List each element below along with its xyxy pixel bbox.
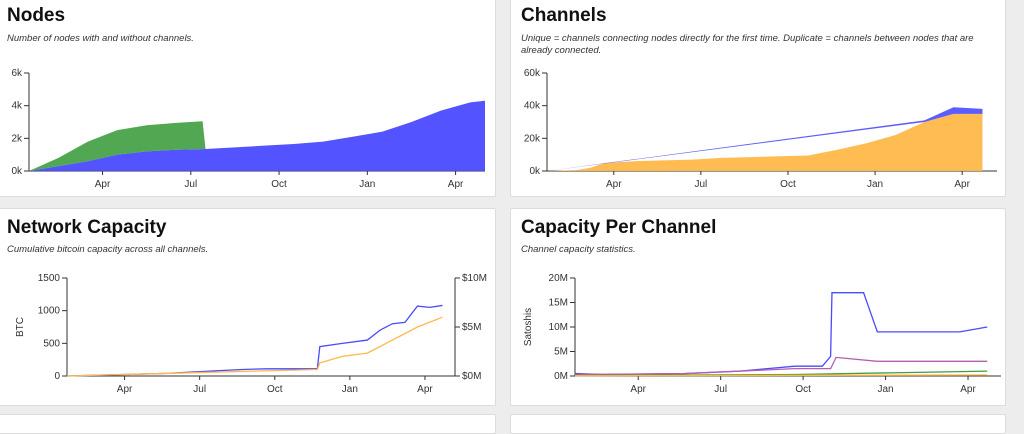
nodes-y-tick-label: 4k [11, 101, 23, 112]
channels-subtitle: Unique = channels connecting nodes direc… [521, 33, 974, 56]
nodes-area-green [29, 100, 485, 171]
bottom-left-panel [0, 414, 496, 434]
capacity-y-tick-label-right: $5M [462, 322, 481, 333]
channels-y-tick-label: 40k [524, 101, 541, 112]
per-channel-title: Capacity Per Channel [521, 217, 717, 238]
per_channel-y-tick-label: 20M [549, 273, 568, 284]
per-channel-panel: Capacity Per Channel Channel capacity st… [510, 208, 1006, 406]
nodes-chart: Apr Jul Oct Jan Apr 6k 4k 2k 0k [11, 68, 485, 190]
capacity-x-tick-label: Apr [117, 384, 133, 395]
per_channel-line-orange [574, 374, 988, 377]
nodes-y-tick-label: 2k [11, 133, 23, 144]
nodes-x-tick-label: Jul [184, 179, 197, 190]
channels-x-tick-label: Jul [694, 179, 707, 190]
capacity-panel: Network Capacity Cumulative bitcoin capa… [0, 208, 496, 406]
capacity-y-label: BTC [15, 317, 26, 337]
per_channel-line-purple [574, 356, 988, 376]
channels-x-tick-label: Apr [606, 179, 622, 190]
capacity-title: Network Capacity [7, 217, 167, 238]
per_channel-x-tick-label: Apr [630, 384, 646, 395]
per_channel-y-label: Satoshis [523, 308, 534, 346]
per_channel-y-tick-label: 15M [549, 298, 568, 309]
channels-chart: Apr Jul Oct Jan Apr 60k 40k 20k 0k [524, 68, 997, 190]
per_channel-x-tick-label: Jul [714, 384, 727, 395]
capacity-x-tick-label: Apr [417, 384, 433, 395]
per_channel-x-tick-label: Oct [795, 384, 811, 395]
channels-panel: Channels Unique = channels connecting no… [510, 0, 1006, 197]
nodes-y-tick-label: 6k [11, 68, 23, 79]
capacity-y-tick-label-right: $0M [462, 371, 481, 382]
per_channel-y-tick-label: 5M [554, 347, 568, 358]
nodes-y-tick-label: 0k [11, 166, 23, 177]
bottom-right-panel [510, 414, 1006, 434]
per_channel-y-tick-label: 10M [549, 322, 568, 333]
channels-title: Channels [521, 5, 607, 26]
capacity-chart: Apr Jul Oct Jan Apr 1500 1000 500 0 $10M $5M $0M BTC [15, 273, 487, 395]
nodes-x-tick-label: Apr [95, 179, 111, 190]
capacity-y-tick-label: 500 [43, 338, 60, 349]
capacity-x-tick-label: Oct [267, 384, 283, 395]
capacity-x-tick-label: Jan [342, 384, 358, 395]
per-channel-chart: Apr Jul Oct Jan Apr 20M 15M 10M 5M 0M Satoshis [523, 273, 1001, 395]
per-channel-subtitle: Channel capacity statistics. [521, 244, 636, 255]
capacity-y-tick-label-right: $10M [462, 273, 487, 284]
channels-y-tick-label: 0k [529, 166, 541, 177]
channels-y-tick-label: 60k [524, 68, 541, 79]
capacity-y-tick-label: 0 [54, 371, 60, 382]
nodes-subtitle: Number of nodes with and without channel… [7, 33, 194, 44]
nodes-x-tick-label: Jan [359, 179, 375, 190]
capacity-x-tick-label: Jul [193, 384, 206, 395]
channels-x-tick-label: Apr [954, 179, 970, 190]
channels-area-orange [547, 113, 983, 171]
capacity-y-tick-label: 1000 [38, 306, 61, 317]
nodes-x-tick-label: Oct [271, 179, 287, 190]
per_channel-line-blue [574, 292, 988, 376]
per_channel-y-tick-label: 0M [554, 371, 568, 382]
per_channel-x-tick-label: Jan [878, 384, 894, 395]
capacity-line-blue [66, 304, 443, 377]
capacity-line-orange [66, 316, 443, 377]
nodes-area-blue [29, 100, 485, 171]
nodes-title: Nodes [7, 5, 66, 26]
channels-x-tick-label: Oct [780, 179, 796, 190]
nodes-x-tick-label: Apr [448, 179, 464, 190]
channels-y-tick-label: 20k [524, 133, 541, 144]
per_channel-x-tick-label: Apr [960, 384, 976, 395]
nodes-panel: Nodes Number of nodes with and without c… [0, 0, 496, 197]
capacity-y-tick-label: 1500 [38, 273, 61, 284]
capacity-subtitle: Cumulative bitcoin capacity across all c… [7, 244, 209, 255]
channels-x-tick-label: Jan [867, 179, 883, 190]
